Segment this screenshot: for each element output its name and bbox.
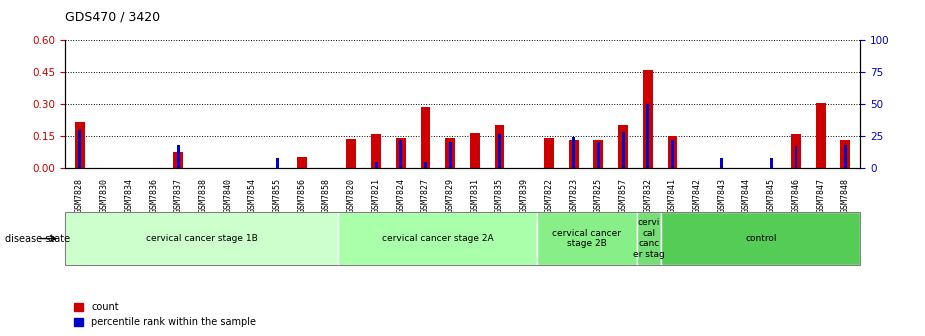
Bar: [594, 140, 603, 168]
Bar: [276, 158, 278, 168]
Bar: [643, 70, 653, 168]
Bar: [841, 140, 850, 168]
Bar: [449, 142, 451, 168]
Bar: [424, 162, 427, 168]
Bar: [618, 125, 628, 168]
Bar: [421, 108, 430, 168]
Bar: [791, 134, 801, 168]
Text: disease state: disease state: [5, 234, 69, 244]
Bar: [622, 132, 624, 168]
Bar: [396, 138, 406, 168]
Bar: [597, 142, 599, 168]
Bar: [671, 140, 674, 168]
Bar: [75, 122, 84, 168]
Bar: [400, 140, 402, 168]
Legend: count, percentile rank within the sample: count, percentile rank within the sample: [69, 298, 260, 331]
Text: GDS470 / 3420: GDS470 / 3420: [65, 10, 160, 23]
Bar: [498, 133, 501, 168]
Bar: [721, 158, 723, 168]
Bar: [544, 138, 554, 168]
Bar: [844, 145, 847, 168]
Bar: [177, 145, 179, 168]
Bar: [78, 130, 81, 168]
Bar: [573, 137, 575, 168]
Bar: [371, 134, 381, 168]
Bar: [668, 136, 677, 168]
Bar: [375, 162, 377, 168]
Text: cervical cancer
stage 2B: cervical cancer stage 2B: [552, 229, 622, 248]
Bar: [795, 146, 797, 168]
Text: cervi
cal
canc
er stag: cervi cal canc er stag: [633, 218, 665, 259]
Bar: [297, 157, 307, 168]
Bar: [569, 140, 579, 168]
Bar: [495, 125, 504, 168]
Text: cervical cancer stage 1B: cervical cancer stage 1B: [145, 234, 257, 243]
Bar: [770, 158, 772, 168]
Bar: [445, 138, 455, 168]
Bar: [647, 104, 649, 168]
Bar: [470, 133, 480, 168]
Bar: [174, 152, 183, 168]
Text: cervical cancer stage 2A: cervical cancer stage 2A: [382, 234, 493, 243]
Text: control: control: [745, 234, 777, 243]
Bar: [816, 103, 826, 168]
Bar: [346, 139, 356, 168]
